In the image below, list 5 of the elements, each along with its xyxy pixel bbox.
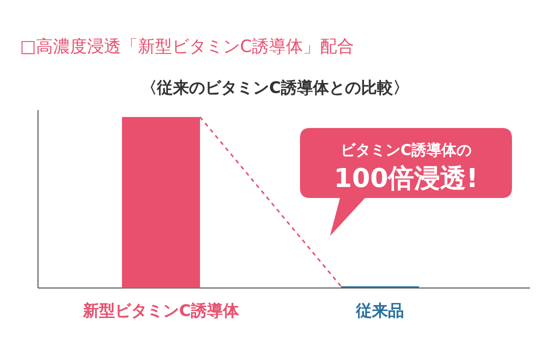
x-tick-label: 従来品 [355, 301, 404, 320]
x-tick-label: 新型ビタミンC誘導体 [82, 301, 240, 320]
annotation: ビタミンC誘導体の 100倍浸透! [334, 141, 478, 194]
chart-title: □高濃度浸透「新型ビタミンC誘導体」配合 [20, 37, 354, 57]
chart-subtitle: 〈従来のビタミンC誘導体との比較〉 [141, 78, 409, 97]
